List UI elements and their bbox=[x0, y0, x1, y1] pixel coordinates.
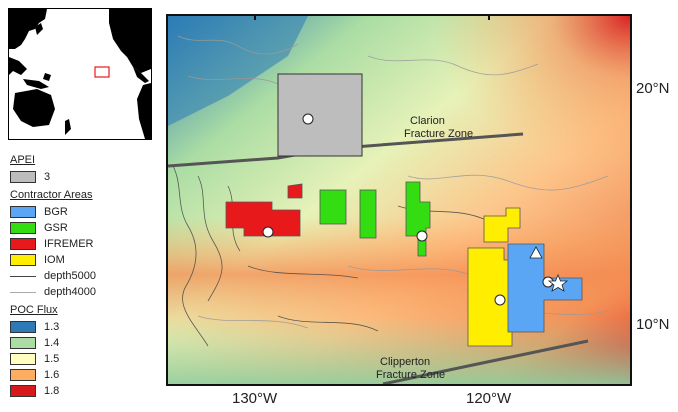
legend-item-poc-1-4: 1.4 bbox=[8, 335, 158, 351]
main-map-canvas: Clarion Fracture Zone Clipperton Fractur… bbox=[168, 16, 630, 384]
legend-swatch-poc-1-3 bbox=[10, 321, 36, 333]
legend-label-poc-1-4: 1.4 bbox=[44, 337, 60, 349]
legend-swatch-apei-3 bbox=[10, 171, 36, 183]
gsr-site-marker bbox=[416, 230, 428, 242]
legend-label-poc-1-8: 1.8 bbox=[44, 385, 60, 397]
bgr-triangle-marker bbox=[529, 246, 543, 259]
poc-northeast-high bbox=[348, 16, 630, 236]
x-tick-label-130w: 130°W bbox=[232, 390, 278, 407]
clarion-label-line2: Fracture Zone bbox=[404, 128, 473, 140]
legend-label-poc-1-5: 1.5 bbox=[44, 353, 60, 365]
iom-site-marker bbox=[494, 294, 506, 306]
legend-label-poc-1-6: 1.6 bbox=[44, 369, 60, 381]
x-tick-130w-top bbox=[254, 14, 256, 20]
legend-item-ifremer: IFREMER bbox=[8, 236, 158, 252]
legend-label-ifremer: IFREMER bbox=[44, 238, 94, 250]
legend-label-depth4000: depth4000 bbox=[44, 286, 96, 298]
legend-label-bgr: BGR bbox=[44, 206, 68, 218]
legend-swatch-poc-1-6 bbox=[10, 369, 36, 381]
study-area-box bbox=[94, 66, 110, 78]
gsr-area-west bbox=[319, 189, 347, 225]
legend-swatch-poc-1-5 bbox=[10, 353, 36, 365]
ifremer-area-north bbox=[287, 183, 303, 199]
legend-heading-apei: APEI bbox=[10, 154, 36, 166]
iom-area-north bbox=[483, 207, 521, 243]
y-tick-label-10n: 10°N bbox=[636, 316, 670, 333]
y-tick-label-20n: 20°N bbox=[636, 80, 670, 97]
legend-heading-contractor-areas: Contractor Areas bbox=[10, 189, 93, 201]
legend-swatch-iom bbox=[10, 254, 36, 266]
legend-item-apei-3: 3 bbox=[8, 169, 158, 185]
clipperton-label-line2: Fracture Zone bbox=[376, 369, 445, 381]
apei-3-area bbox=[277, 73, 363, 157]
x-tick-120w-top bbox=[488, 14, 490, 20]
legend-line-depth5000 bbox=[10, 275, 36, 277]
ifremer-site-marker bbox=[262, 226, 274, 238]
legend-swatch-poc-1-4 bbox=[10, 337, 36, 349]
legend-item-poc-1-3: 1.3 bbox=[8, 319, 158, 335]
apei-3-site-marker bbox=[302, 113, 314, 125]
legend-label-gsr: GSR bbox=[44, 222, 68, 234]
legend-item-iom: IOM bbox=[8, 252, 158, 268]
poc-northwest-low bbox=[168, 16, 308, 126]
legend-line-depth4000 bbox=[10, 291, 36, 293]
legend-heading-poc-flux: POC Flux bbox=[10, 304, 58, 316]
legend-label-poc-1-3: 1.3 bbox=[44, 321, 60, 333]
legend-label-iom: IOM bbox=[44, 254, 65, 266]
bgr-area bbox=[507, 243, 583, 333]
gsr-area-center bbox=[359, 189, 377, 239]
legend-label-depth5000: depth5000 bbox=[44, 270, 96, 282]
legend-item-depth5000: depth5000 bbox=[8, 268, 158, 284]
legend-item-gsr: GSR bbox=[8, 220, 158, 236]
main-map: Clarion Fracture Zone Clipperton Fractur… bbox=[166, 14, 632, 386]
legend-label-apei-3: 3 bbox=[44, 171, 51, 183]
legend-swatch-ifremer bbox=[10, 238, 36, 250]
clarion-label-line1: Clarion bbox=[410, 115, 445, 127]
iom-area-south bbox=[467, 247, 513, 347]
x-tick-label-120w: 120°W bbox=[466, 390, 512, 407]
map-legend: APEI 3 Contractor Areas BGR GSR IFREMER … bbox=[8, 152, 158, 399]
legend-item-poc-1-6: 1.6 bbox=[8, 367, 158, 383]
legend-item-poc-1-5: 1.5 bbox=[8, 351, 158, 367]
clipperton-label-line1: Clipperton bbox=[380, 356, 430, 368]
legend-item-poc-1-8: 1.8 bbox=[8, 383, 158, 399]
ifremer-area-main bbox=[225, 201, 301, 237]
legend-item-depth4000: depth4000 bbox=[8, 284, 158, 300]
bgr-star-marker bbox=[547, 273, 569, 292]
legend-swatch-bgr bbox=[10, 206, 36, 218]
inset-overview-map bbox=[8, 8, 152, 140]
legend-item-bgr: BGR bbox=[8, 204, 158, 220]
poc-southern-gradient bbox=[168, 316, 630, 384]
legend-swatch-gsr bbox=[10, 222, 36, 234]
clipperton-fracture-zone-line bbox=[382, 339, 589, 384]
inset-world-map bbox=[9, 9, 151, 139]
legend-swatch-poc-1-8 bbox=[10, 385, 36, 397]
